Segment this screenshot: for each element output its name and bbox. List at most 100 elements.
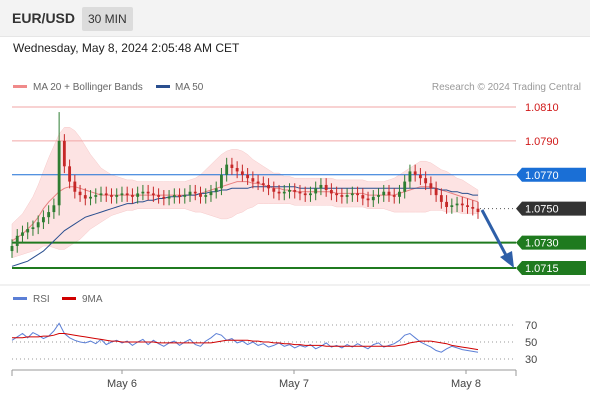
candle-body [246, 174, 250, 179]
candle-body [47, 212, 51, 218]
candle [125, 186, 129, 202]
candle-body [340, 195, 344, 197]
candle [83, 188, 87, 206]
candle [340, 188, 344, 204]
candle-body [261, 183, 265, 185]
candle-body [277, 191, 281, 194]
level-label-badge [516, 235, 586, 250]
candle [141, 184, 145, 201]
candle [319, 178, 323, 196]
candle [251, 171, 255, 189]
rsi-ma-legend-label: 9MA [82, 294, 103, 305]
candle-body [466, 205, 469, 207]
candle-body [329, 190, 333, 194]
candle [277, 184, 281, 201]
candle [282, 184, 286, 201]
symbol-title: EUR/USD [12, 10, 76, 26]
candle [272, 181, 276, 199]
candle [377, 188, 380, 204]
ma20-legend-label: MA 20 + Bollinger Bands [33, 82, 143, 93]
candle-body [110, 195, 113, 197]
candle-body [178, 195, 181, 197]
candle [89, 190, 92, 206]
candle-body [434, 188, 438, 196]
candle [303, 186, 307, 202]
x-axis-label: May 7 [279, 378, 309, 390]
candle [455, 196, 459, 213]
candle-body [162, 196, 166, 199]
candle-body [235, 168, 239, 172]
candle-body [68, 166, 72, 182]
level-label-resistance: 1.0790 [525, 136, 559, 148]
rsi-tick-label: 50 [525, 337, 537, 349]
x-axis-labels: May 6 May 7 May 8 [107, 370, 481, 390]
candle [387, 184, 391, 202]
candle [261, 176, 265, 192]
candle [110, 188, 113, 204]
timeframe-badge[interactable]: 30 MIN [82, 7, 133, 31]
candle [424, 171, 428, 191]
candle-body [314, 188, 318, 194]
candle [136, 186, 140, 204]
candle-body [125, 193, 129, 196]
candle [335, 186, 339, 202]
candle-body [267, 184, 270, 189]
candle-body [455, 203, 459, 206]
candle-body [120, 193, 124, 196]
candle-body [199, 193, 202, 197]
candle [41, 210, 45, 230]
candle [324, 178, 328, 197]
candle-body [104, 193, 108, 196]
level-labels: 1.0810 1.0790 1.0770 1.0750 1.0730 1.0715 [516, 102, 586, 275]
candle [460, 196, 464, 213]
ma50-legend-label: MA 50 [175, 82, 204, 93]
candle-body [36, 222, 40, 228]
level-label-current: 1.0750 [516, 201, 586, 216]
candle [162, 190, 166, 206]
credit-label: Research © 2024 Trading Central [432, 82, 581, 93]
candle-body [94, 195, 98, 197]
candle [26, 222, 30, 240]
candle [361, 188, 365, 206]
candle-body [131, 195, 134, 197]
candle [62, 134, 66, 174]
candle-body [392, 195, 396, 197]
candle-body [99, 193, 103, 196]
candle [120, 186, 124, 202]
level-label-resistance: 1.0810 [525, 102, 559, 114]
candle [298, 184, 302, 201]
rsi-pane: 70 50 30 [11, 320, 537, 366]
candle-body [136, 193, 140, 197]
candle [267, 178, 270, 196]
candle-body [460, 203, 464, 206]
candle [204, 188, 208, 204]
candle-body [89, 196, 92, 199]
candle-body [15, 235, 19, 246]
candle [94, 188, 98, 204]
level-label-text: 1.0770 [525, 170, 559, 182]
rsi-tick-label: 30 [525, 354, 537, 366]
candle-body [172, 195, 176, 197]
candle [157, 188, 161, 204]
candle [356, 186, 359, 202]
candle [167, 190, 171, 206]
candle [178, 188, 181, 204]
candle-body [73, 181, 77, 192]
candle [314, 181, 318, 201]
candle [225, 157, 229, 182]
candle-body [445, 201, 449, 207]
level-label-text: 1.0730 [525, 238, 559, 250]
candle-body [167, 196, 171, 199]
candle [47, 205, 51, 224]
candle-body [52, 205, 56, 213]
candle [214, 181, 218, 199]
candle [209, 184, 213, 202]
rsi-ma-line [12, 333, 479, 351]
ma50-legend-swatch [156, 85, 170, 88]
candle [439, 188, 443, 209]
rsi-ma-legend-swatch [62, 297, 76, 300]
x-axis-label: May 8 [451, 378, 481, 390]
candle-body [408, 171, 412, 182]
candle-body [298, 191, 302, 194]
candle-body [209, 191, 213, 196]
